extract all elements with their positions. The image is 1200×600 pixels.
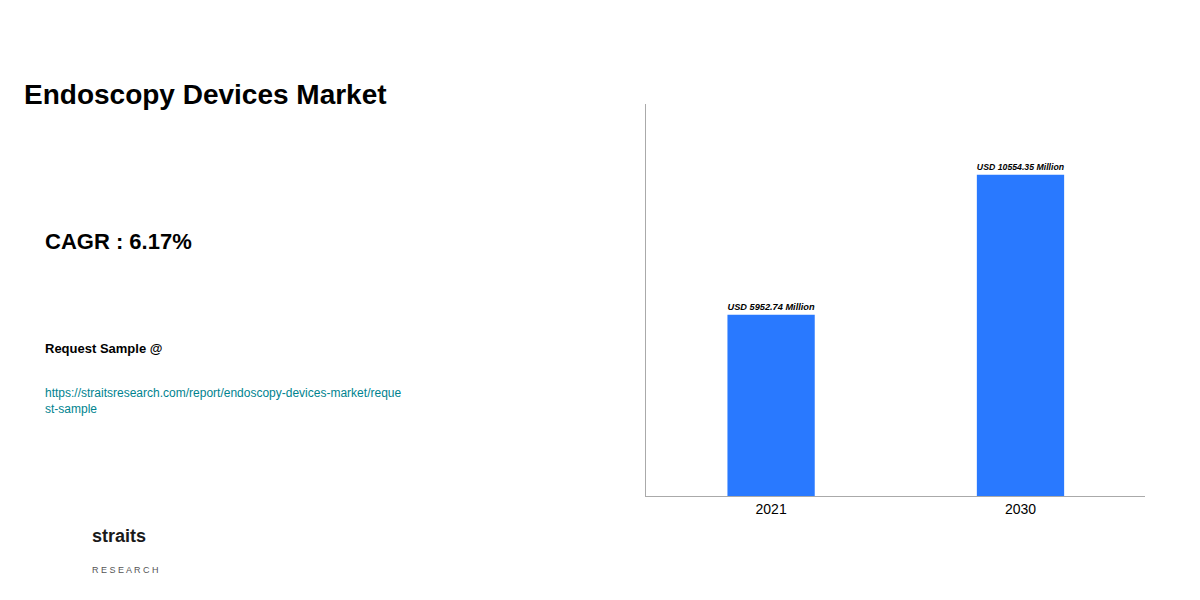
- svg-text:2030: 2030: [1005, 501, 1036, 517]
- svg-text:2021: 2021: [756, 501, 787, 517]
- svg-text:CAGR : 6.17%: CAGR : 6.17%: [45, 229, 192, 254]
- svg-text:straits: straits: [92, 526, 146, 546]
- svg-text:Endoscopy Devices Market: Endoscopy Devices Market: [24, 79, 387, 110]
- svg-text:https://straitsresearch.com/re: https://straitsresearch.com/report/endos…: [45, 386, 401, 416]
- svg-text:Request Sample @: Request Sample @: [45, 341, 162, 356]
- svg-text:R E S E A R C H: R E S E A R C H: [92, 565, 159, 575]
- svg-text:USD 5952.74 Million: USD 5952.74 Million: [728, 302, 815, 312]
- svg-text:USD 10554.35 Million: USD 10554.35 Million: [977, 162, 1064, 172]
